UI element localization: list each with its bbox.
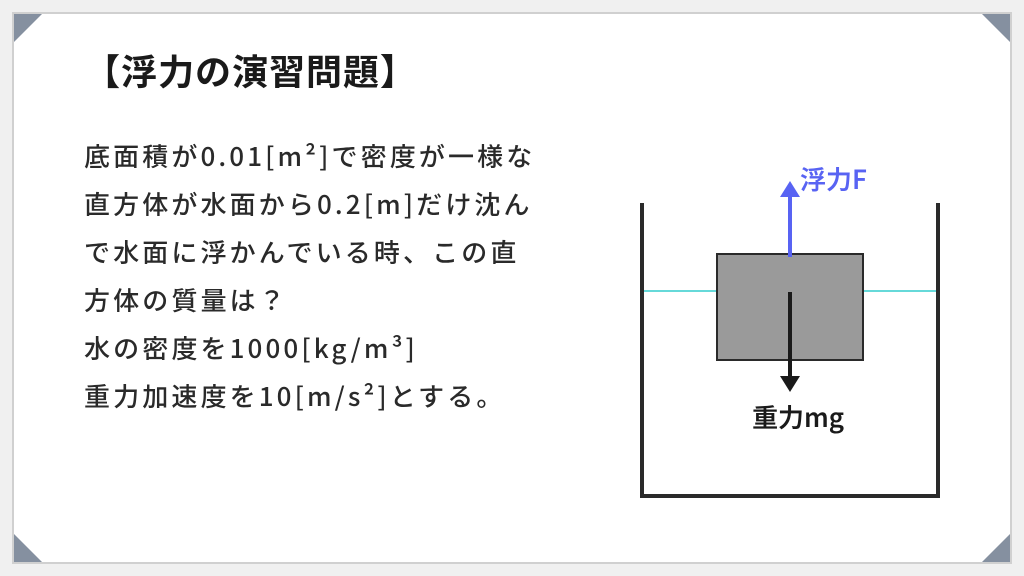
problem-line: 直方体が水面から0.2[m]だけ沈ん xyxy=(84,180,610,228)
problem-line: 底面積が0.01[m²]で密度が一様な xyxy=(84,132,610,180)
buoyancy-label: 浮力F xyxy=(800,160,867,197)
problem-line: 重力加速度を10[m/s²]とする。 xyxy=(84,372,610,420)
text-column: 【浮力の演習問題】 底面積が0.01[m²]で密度が一様な 直方体が水面から0.… xyxy=(84,44,610,532)
diagram-column: 浮力F 重力mg xyxy=(630,44,950,532)
page-title: 【浮力の演習問題】 xyxy=(84,44,610,96)
problem-line: 方体の質量は？ xyxy=(84,276,610,324)
buoyancy-arrow xyxy=(788,193,792,257)
gravity-arrow xyxy=(788,292,792,380)
whiteboard: 【浮力の演習問題】 底面積が0.01[m²]で密度が一様な 直方体が水面から0.… xyxy=(12,12,1012,564)
problem-line: 水の密度を1000[kg/m³] xyxy=(84,324,610,372)
problem-text: 底面積が0.01[m²]で密度が一様な 直方体が水面から0.2[m]だけ沈ん で… xyxy=(84,132,610,421)
content-area: 【浮力の演習問題】 底面積が0.01[m²]で密度が一様な 直方体が水面から0.… xyxy=(14,14,1010,562)
buoyancy-diagram: 浮力F 重力mg xyxy=(640,148,940,498)
problem-line: で水面に浮かんでいる時、この直 xyxy=(84,228,610,276)
gravity-label: 重力mg xyxy=(752,398,844,435)
